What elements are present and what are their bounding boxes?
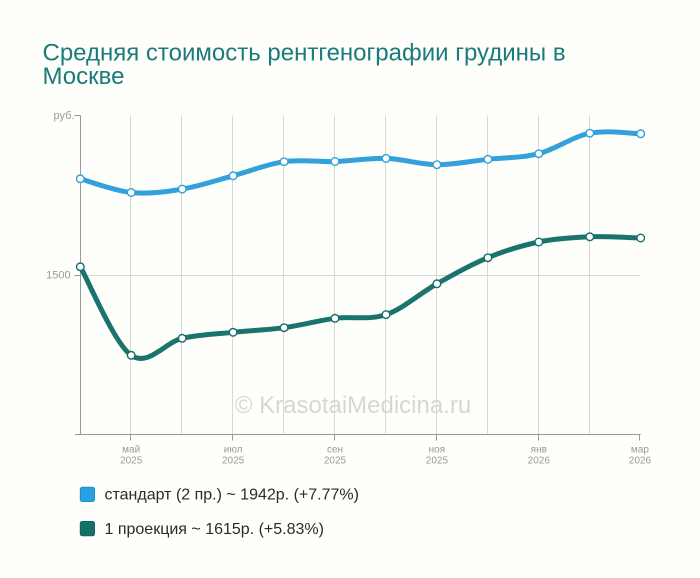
svg-text:2025: 2025 (426, 456, 449, 467)
svg-text:стандарт (2 пр.) ~ 1942р. (+7.: стандарт (2 пр.) ~ 1942р. (+7.77%) (105, 487, 359, 504)
svg-text:2026: 2026 (528, 456, 551, 467)
svg-text:мар: мар (631, 445, 649, 456)
svg-text:1500: 1500 (46, 269, 70, 281)
svg-text:май: май (122, 445, 140, 456)
svg-text:© KrasotaiMedicina.ru: © KrasotaiMedicina.ru (235, 392, 471, 419)
svg-text:июл: июл (224, 445, 243, 456)
svg-text:2025: 2025 (324, 456, 347, 467)
svg-text:сен: сен (327, 445, 343, 456)
svg-text:руб.: руб. (54, 110, 75, 122)
svg-text:Москве: Москве (43, 63, 125, 90)
svg-text:2025: 2025 (120, 456, 143, 467)
svg-text:Средняя стоимость рентгенограф: Средняя стоимость рентгенографии грудины… (43, 40, 566, 67)
svg-text:ноя: ноя (429, 445, 446, 456)
svg-text:1 проекция ~ 1615р. (+5.83%): 1 проекция ~ 1615р. (+5.83%) (105, 521, 324, 538)
svg-text:2025: 2025 (222, 456, 245, 467)
svg-text:2026: 2026 (629, 456, 652, 467)
svg-text:янв: янв (531, 445, 547, 456)
